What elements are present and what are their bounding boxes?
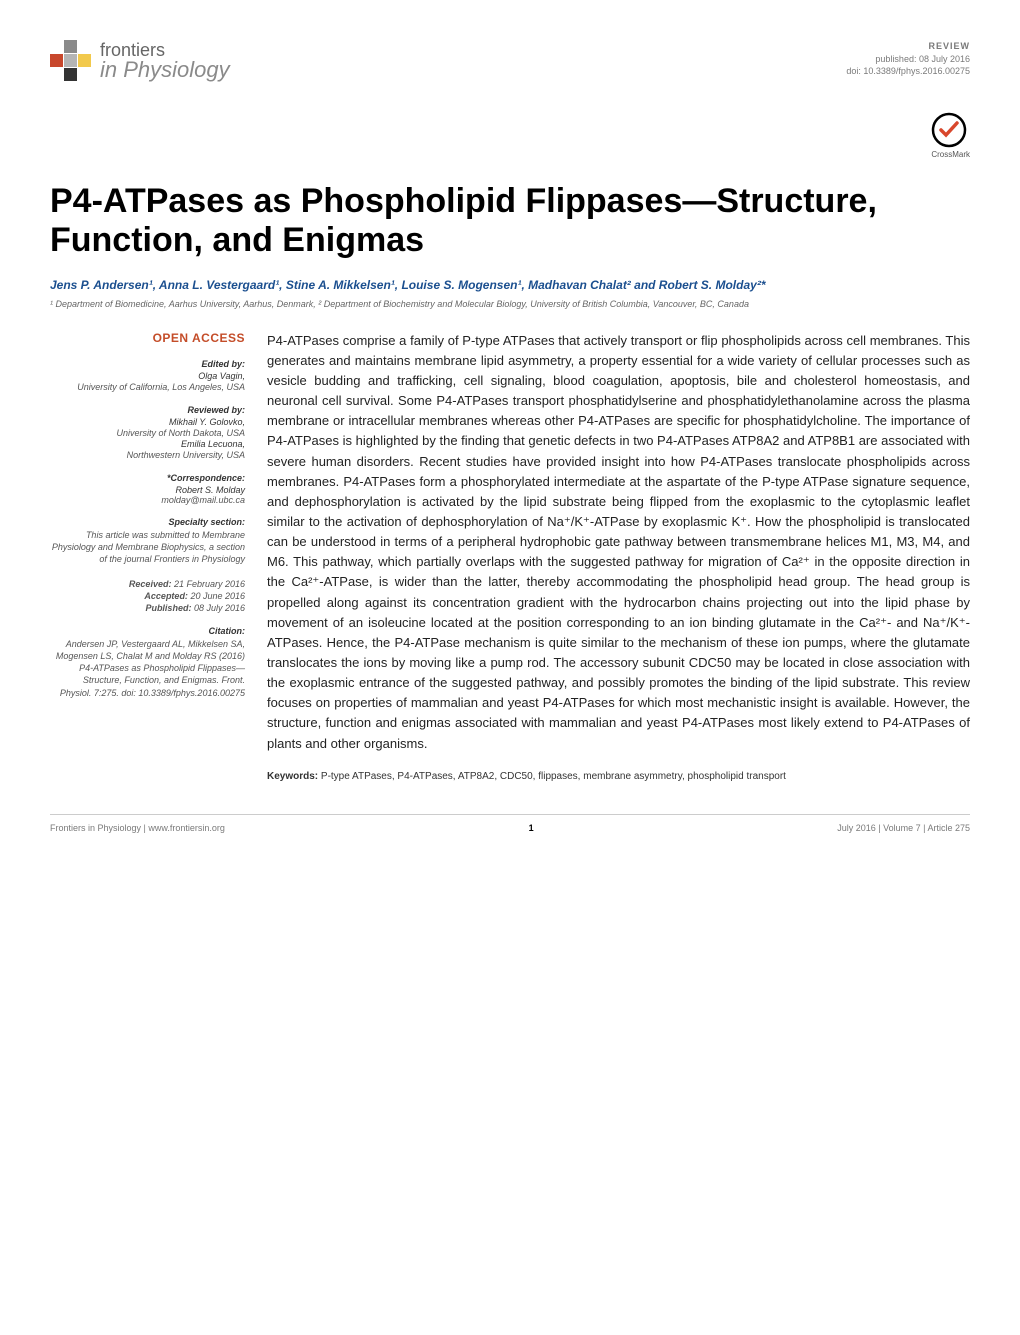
logo-journal: in Physiology — [100, 59, 230, 81]
reviewed-by-heading: Reviewed by: — [50, 405, 245, 415]
section-heading: Specialty section: — [50, 517, 245, 527]
journal-logo-text: frontiers in Physiology — [100, 41, 230, 81]
doi-link[interactable]: doi: 10.3389/fphys.2016.00275 — [846, 66, 970, 76]
publication-info: REVIEW published: 08 July 2016 doi: 10.3… — [846, 40, 970, 78]
citation-body: Andersen JP, Vestergaard AL, Mikkelsen S… — [50, 638, 245, 699]
corresponding-email[interactable]: molday@mail.ubc.ca — [161, 495, 245, 505]
crossmark-badge[interactable]: CrossMark — [50, 112, 970, 162]
edited-by-section: Edited by: Olga Vagin, University of Cal… — [50, 359, 245, 393]
keywords-label: Keywords: — [267, 771, 318, 782]
article-sidebar: OPEN ACCESS Edited by: Olga Vagin, Unive… — [50, 331, 245, 784]
authors-list: Jens P. Andersen¹, Anna L. Vestergaard¹,… — [50, 278, 970, 292]
affiliations: ¹ Department of Biomedicine, Aarhus Univ… — [50, 298, 970, 311]
reviewed-by-section: Reviewed by: Mikhail Y. Golovko, Univers… — [50, 405, 245, 461]
page-footer: Frontiers in Physiology | www.frontiersi… — [50, 814, 970, 833]
footer-journal-link[interactable]: Frontiers in Physiology | www.frontiersi… — [50, 823, 225, 833]
article-type: REVIEW — [846, 40, 970, 53]
pub-date: published: 08 July 2016 — [846, 53, 970, 66]
frontiers-logo-icon — [50, 40, 92, 82]
editor-name: Olga Vagin, — [50, 371, 245, 381]
corresponding-author: Robert S. Molday — [50, 485, 245, 495]
keywords-list: P-type ATPases, P4-ATPases, ATP8A2, CDC5… — [321, 771, 786, 782]
published-date: Published: 08 July 2016 — [145, 603, 245, 613]
crossmark-icon — [931, 112, 967, 148]
dates-section: Received: 21 February 2016 Accepted: 20 … — [50, 578, 245, 614]
reviewer-affiliation: University of North Dakota, USA — [50, 427, 245, 439]
section-body: This article was submitted to Membrane P… — [50, 529, 245, 565]
citation-section: Citation: Andersen JP, Vestergaard AL, M… — [50, 626, 245, 699]
abstract-text: P4-ATPases comprise a family of P-type A… — [267, 331, 970, 754]
article-title: P4-ATPases as Phospholipid Flippases—Str… — [50, 182, 970, 260]
footer-issue-info: July 2016 | Volume 7 | Article 275 — [837, 823, 970, 833]
edited-by-heading: Edited by: — [50, 359, 245, 369]
correspondence-section: *Correspondence: Robert S. Molday molday… — [50, 473, 245, 505]
journal-logo: frontiers in Physiology — [50, 40, 230, 82]
page-number: 1 — [529, 823, 534, 833]
reviewer-affiliation: Northwestern University, USA — [50, 449, 245, 461]
citation-heading: Citation: — [50, 626, 245, 636]
editor-affiliation: University of California, Los Angeles, U… — [50, 381, 245, 393]
reviewer-name: Emilia Lecuona, — [50, 439, 245, 449]
crossmark-label: CrossMark — [931, 150, 970, 159]
specialty-section: Specialty section: This article was subm… — [50, 517, 245, 565]
reviewer-name: Mikhail Y. Golovko, — [50, 417, 245, 427]
header-row: frontiers in Physiology REVIEW published… — [50, 40, 970, 82]
received-date: Received: 21 February 2016 — [129, 579, 245, 589]
open-access-label: OPEN ACCESS — [50, 331, 245, 345]
keywords-block: Keywords: P-type ATPases, P4-ATPases, AT… — [267, 770, 970, 784]
abstract-column: P4-ATPases comprise a family of P-type A… — [267, 331, 970, 784]
correspondence-heading: *Correspondence: — [50, 473, 245, 483]
accepted-date: Accepted: 20 June 2016 — [144, 591, 245, 601]
